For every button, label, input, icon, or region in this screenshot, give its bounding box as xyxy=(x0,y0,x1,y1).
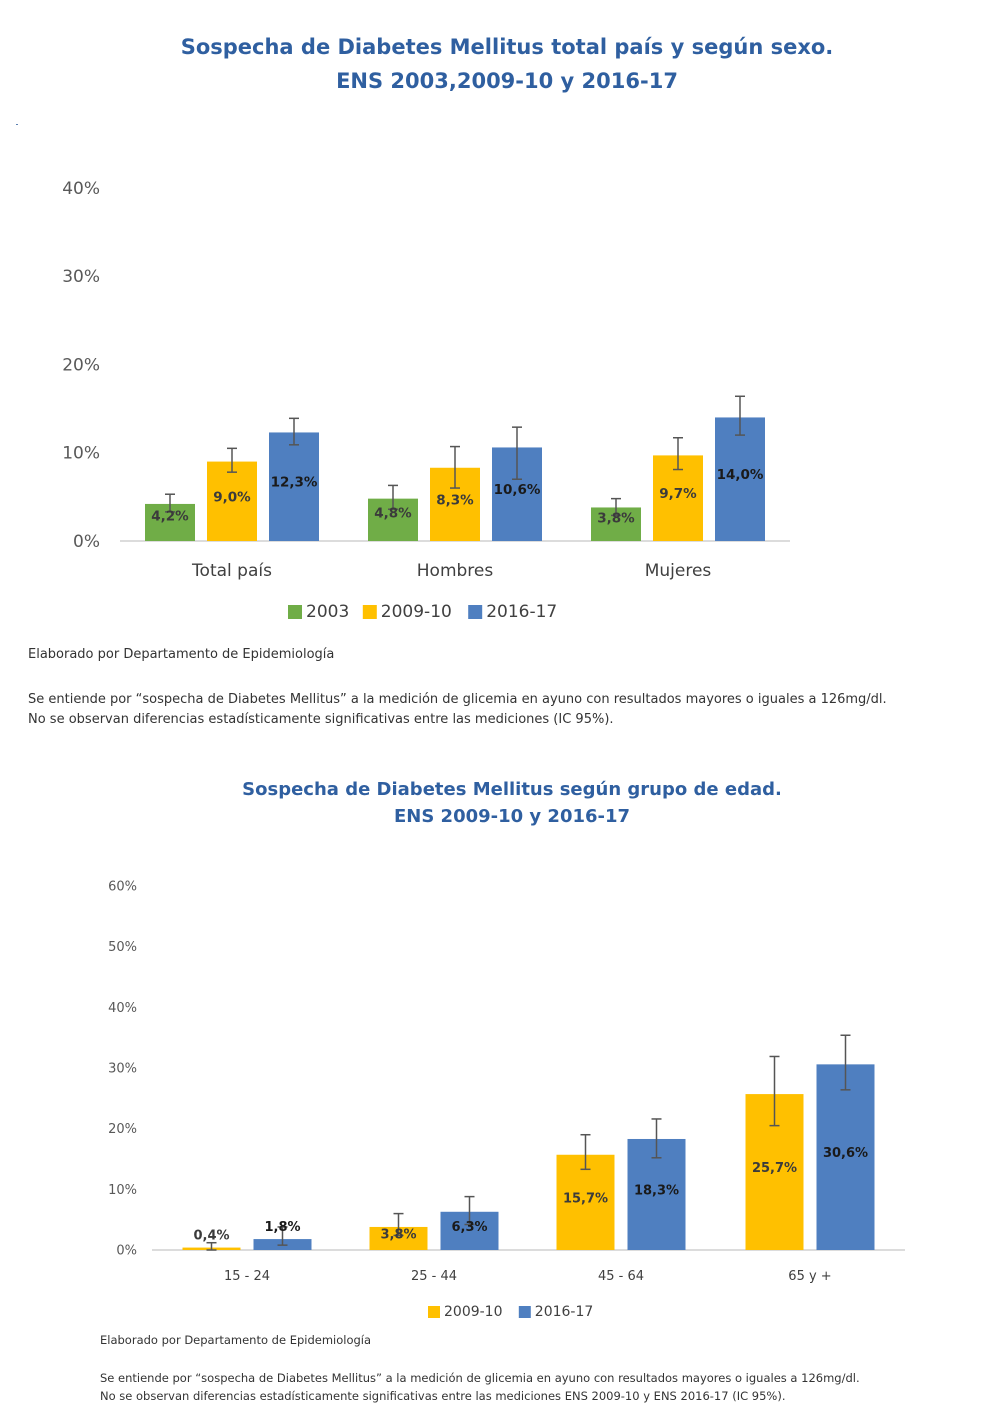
chart1-legend-swatch xyxy=(468,605,483,619)
chart2-ytick-label: 0% xyxy=(116,1244,137,1259)
chart2-ytick-label: 30% xyxy=(108,1062,137,1077)
chart2-ytick-label: 10% xyxy=(108,1183,137,1198)
chart1-data-label: 3,8% xyxy=(597,511,635,527)
chart2-legend-swatch xyxy=(428,1306,440,1318)
chart1-bar-2016-17-0 xyxy=(269,432,319,541)
chart2-ytick-label: 20% xyxy=(108,1122,137,1137)
chart1-definition-note: Se entiende por “sospecha de Diabetes Me… xyxy=(28,690,887,730)
chart2-bar-2016-17-3 xyxy=(816,1064,875,1250)
chart1-source-note: Elaborado por Departamento de Epidemiolo… xyxy=(28,647,335,662)
chart1-ytick-label: 0% xyxy=(73,532,100,552)
chart1-data-label: 10,6% xyxy=(494,482,541,498)
chart2-subtitle: ENS 2009-10 y 2016-17 xyxy=(393,806,631,827)
chart1-definition-line2: No se observan diferencias estadísticame… xyxy=(28,712,614,727)
chart2-source-note: Elaborado por Departamento de Epidemiolo… xyxy=(100,1333,372,1347)
chart1-ytick-label: 20% xyxy=(62,355,100,375)
chart1-category-label: Mujeres xyxy=(645,561,712,581)
chart1-ytick-label: 40% xyxy=(62,179,100,199)
chart2-data-label: 1,8% xyxy=(264,1220,300,1235)
chart1-ytick-label: 10% xyxy=(62,444,100,464)
chart1-data-label: 12,3% xyxy=(271,475,318,491)
chart2-legend-label: 2016-17 xyxy=(535,1304,594,1320)
chart2-definition-note: Se entiende por “sospecha de Diabetes Me… xyxy=(100,1369,860,1405)
chart2-ytick-label: 50% xyxy=(108,940,137,955)
chart2-category-label: 15 - 24 xyxy=(224,1269,270,1284)
chart1-data-label: 9,7% xyxy=(659,486,697,502)
chart2-ytick-label: 40% xyxy=(108,1001,137,1016)
chart2-data-label: 6,3% xyxy=(451,1220,487,1235)
chart2-title-block: Sospecha de Diabetes Mellitus según grup… xyxy=(0,776,994,830)
chart2-legend-label: 2009-10 xyxy=(444,1304,503,1320)
chart2-data-label: 3,8% xyxy=(380,1227,416,1242)
chart2-definition-line2: No se observan diferencias estadísticame… xyxy=(100,1389,786,1403)
chart2-title: Sospecha de Diabetes Mellitus según grup… xyxy=(242,779,782,800)
chart1-legend-label: 2009-10 xyxy=(381,602,452,622)
chart2-definition-line1: Se entiende por “sospecha de Diabetes Me… xyxy=(100,1371,860,1385)
chart2-ytick-label: 60% xyxy=(108,880,137,895)
chart1-title-block: Sospecha de Diabetes Mellitus total país… xyxy=(0,30,994,98)
chart1-definition-line1: Se entiende por “sospecha de Diabetes Me… xyxy=(28,692,887,707)
chart1-data-label: 9,0% xyxy=(213,489,251,505)
chart2-data-label: 30,6% xyxy=(823,1146,868,1161)
chart2-data-label: 0,4% xyxy=(193,1229,229,1244)
chart1-bar-2016-17-2 xyxy=(715,417,765,541)
chart1-ytick-label: 30% xyxy=(62,267,100,287)
chart1-subtitle: ENS 2003,2009-10 y 2016-17 xyxy=(336,69,678,93)
chart2-category-label: 65 y + xyxy=(788,1269,831,1284)
chart2-category-label: 25 - 44 xyxy=(411,1269,457,1284)
chart1-data-label: 4,2% xyxy=(151,509,189,525)
chart2-data-label: 15,7% xyxy=(563,1191,608,1206)
chart2-bar-2009-10-1 xyxy=(369,1226,428,1250)
chart1-legend-swatch xyxy=(362,605,377,619)
chart1-bar-2009-10-0 xyxy=(207,461,257,541)
chart2-data-label: 18,3% xyxy=(634,1183,679,1198)
chart1-data-label: 8,3% xyxy=(436,492,474,508)
chart1-legend-label: 2016-17 xyxy=(486,602,557,622)
chart2-category-label: 45 - 64 xyxy=(598,1269,644,1284)
chart1-category-label: Total país xyxy=(191,561,272,581)
chart2-legend-swatch xyxy=(518,1306,531,1318)
chart1-svg: 0% 10% 20% 30% 40% Total país 4,2% 9,0% 12,3% Hom… xyxy=(62,179,790,622)
stray-mark xyxy=(16,124,18,125)
chart1-data-label: 14,0% xyxy=(717,467,764,483)
chart1-data-label: 4,8% xyxy=(374,506,412,522)
chart1-legend-label: 2003 xyxy=(306,602,349,622)
chart1-category-label: Hombres xyxy=(417,561,494,581)
chart1-legend-swatch xyxy=(288,605,302,619)
chart2-data-label: 25,7% xyxy=(752,1161,797,1176)
chart1-title: Sospecha de Diabetes Mellitus total país… xyxy=(180,35,834,59)
chart2-bar-2009-10-2 xyxy=(556,1154,615,1250)
